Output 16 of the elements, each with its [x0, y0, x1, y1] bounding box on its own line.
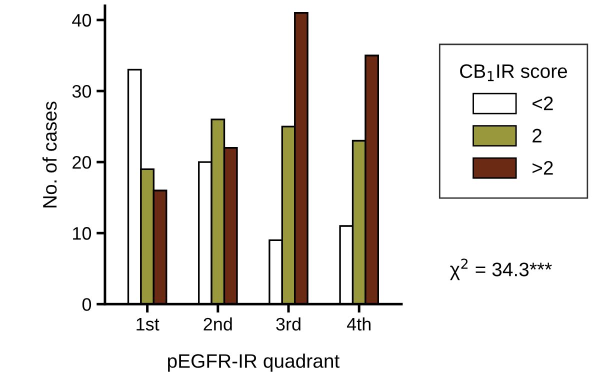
y-tick-label: 20	[72, 156, 92, 169]
y-axis-title: No. of cases	[42, 102, 57, 208]
legend-label: <2	[532, 96, 553, 110]
y-tick-label: 40	[72, 14, 92, 27]
text: χ$^{2}$ = 34.3***	[450, 258, 552, 280]
legend-label: 2	[532, 128, 542, 142]
legend-label: >2	[532, 161, 553, 175]
legend-title: CB$_{1}$IR score	[460, 64, 568, 82]
x-tick-label: 1st	[136, 318, 160, 331]
x-tick-label: 3rd	[276, 317, 300, 331]
y-tick-label: 10	[73, 227, 92, 240]
x-tick-label: 4th	[346, 317, 370, 331]
x-axis-title: pEGFR-IR quadrant	[168, 354, 340, 372]
y-tick-label: 0	[82, 298, 92, 311]
y-tick-label: 30	[72, 84, 92, 98]
x-tick-label: 2nd	[204, 317, 232, 331]
